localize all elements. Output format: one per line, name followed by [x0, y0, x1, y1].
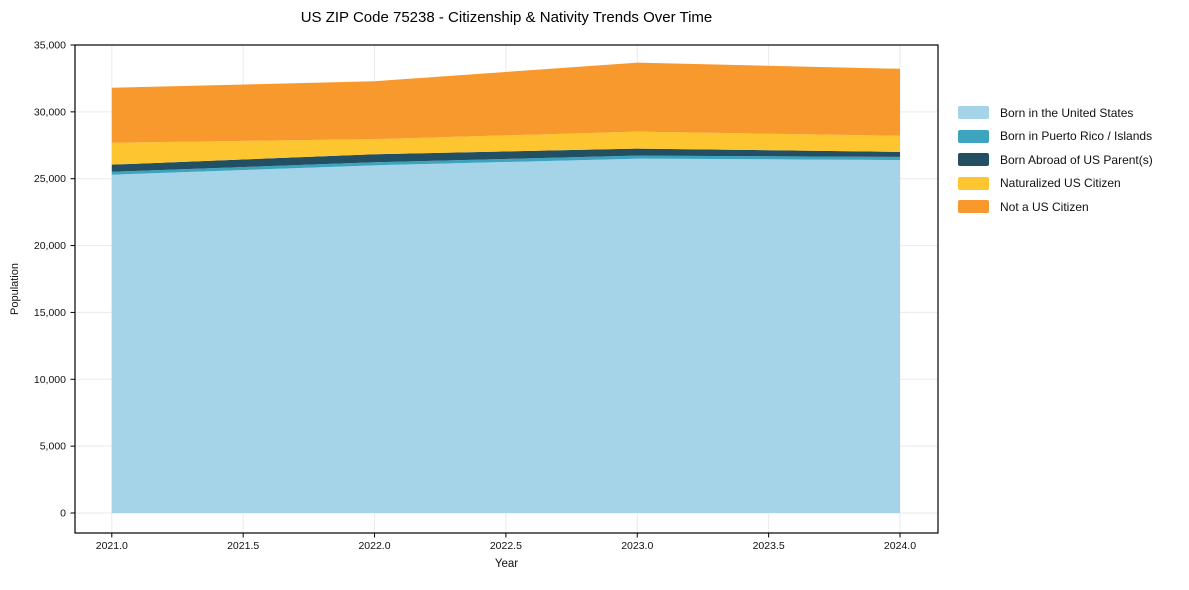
svg-text:30,000: 30,000 — [34, 106, 66, 118]
legend-item: Born in Puerto Rico / Islands — [958, 125, 1153, 149]
legend-swatch — [958, 200, 989, 214]
svg-text:2021.5: 2021.5 — [227, 540, 259, 552]
legend-swatch — [958, 176, 989, 190]
legend-label: Born Abroad of US Parent(s) — [1000, 152, 1153, 167]
legend-item: Naturalized US Citizen — [958, 172, 1153, 196]
svg-text:2023.5: 2023.5 — [753, 540, 785, 552]
svg-text:5,000: 5,000 — [40, 441, 66, 453]
legend-swatch — [958, 153, 989, 167]
legend-item: Born in the United States — [958, 101, 1153, 125]
x-axis-label: Year — [494, 558, 519, 570]
legend-swatch — [958, 129, 989, 143]
svg-text:15,000: 15,000 — [34, 307, 66, 319]
svg-text:25,000: 25,000 — [34, 173, 66, 185]
legend-item: Not a US Citizen — [958, 195, 1153, 219]
legend-label: Not a US Citizen — [1000, 199, 1089, 214]
legend: Born in the United States Born in Puerto … — [958, 101, 1153, 219]
svg-text:2023.0: 2023.0 — [621, 540, 653, 552]
legend-label: Born in Puerto Rico / Islands — [1000, 129, 1153, 144]
legend-item: Born Abroad of US Parent(s) — [958, 148, 1153, 172]
legend-swatch — [958, 106, 989, 120]
legend-label: Naturalized US Citizen — [1000, 176, 1121, 191]
svg-text:2024.0: 2024.0 — [884, 540, 916, 552]
svg-text:0: 0 — [60, 508, 66, 520]
svg-text:20,000: 20,000 — [34, 240, 66, 252]
chart-title: US ZIP Code 75238 - Citizenship & Nativi… — [300, 9, 713, 26]
svg-text:2022.5: 2022.5 — [490, 540, 522, 552]
svg-text:2022.0: 2022.0 — [358, 540, 390, 552]
svg-text:35,000: 35,000 — [34, 40, 66, 52]
legend-label: Born in the United States — [1000, 105, 1134, 120]
svg-text:10,000: 10,000 — [34, 374, 66, 386]
svg-text:2021.0: 2021.0 — [96, 540, 128, 552]
